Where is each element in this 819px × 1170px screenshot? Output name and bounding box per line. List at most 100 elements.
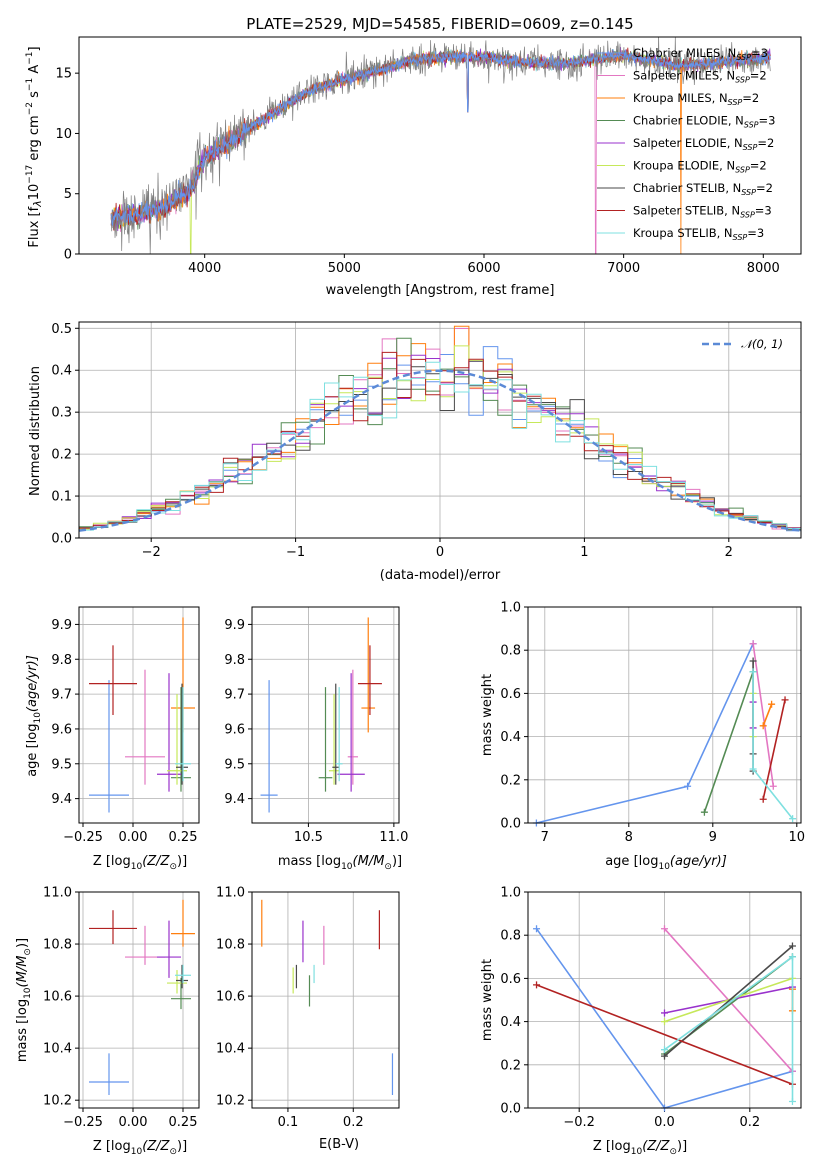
weight-marker [661,1046,668,1054]
errorbar-group [89,617,195,813]
weight-vs-metallicity-panel: −0.2 0.0 0.2 0.0 0.2 0.4 0.6 0.8 1.0 [500,886,802,1130]
y-tick-label: 9.8 [224,653,245,668]
svg-text:mass [log10(M/M⊙)]: mass [log10(M/M⊙)] [278,854,402,872]
x-tick-label: 8 [625,830,633,845]
weight-marker [749,640,757,648]
x-tick-label: −1 [286,545,305,560]
x-tick-label: 0.00 [119,1115,148,1130]
errorbar-point [167,970,187,994]
histogram-step [79,361,801,531]
y-tick-label: 9.7 [51,688,72,703]
mass-vs-metallicity-panel: −0.25 0.00 0.25 10.2 10.4 10.6 10.8 11.0 [43,886,200,1130]
errorbar-point [89,645,137,715]
spectrum-ylabel: Flux [fλ10−17 erg cm−2 s−1 A−1] [25,46,44,247]
y-tick-label: 0 [64,248,72,263]
axes-frame [78,36,802,255]
y-tick-label: 9.5 [51,757,72,772]
svg-text:Flux [fλ10−17 erg cm−2 s−1 A−1: Flux [fλ10−17 erg cm−2 s−1 A−1] [25,46,44,247]
errorbar-point [175,687,191,782]
y-tick-label: 0.2 [500,773,521,788]
axes-frame [78,891,200,1109]
x-tick-label: 0 [436,545,444,560]
y-tick-label: 0.4 [51,364,72,379]
y-tick-label: 0.6 [500,972,521,987]
y-tick-label: 9.9 [224,618,245,633]
errorbar-point [89,910,137,945]
y-tick-label: 0.2 [51,448,72,463]
errorbar-point [125,669,165,785]
errorbar-point [176,683,188,785]
errorbar-point [171,687,191,792]
weight-series-line [762,699,786,800]
spectrum-legend: Chabrier MILES, NSSP=3 Salpeter MILES, NS… [597,46,775,242]
axes-frame [78,606,200,824]
weight-marker [661,925,668,933]
legend-label: Salpeter STELIB, NSSP=3 [633,204,772,220]
y-tick-label: 10.4 [216,1042,245,1057]
mass-vs-extinction-panel: 0.1 0.2 10.2 10.4 10.6 10.8 11.0 [216,886,400,1130]
weight-series-line [536,984,793,1085]
age-vs-mass-panel: 10.5 11.0 9.4 9.5 9.6 9.7 9.8 9.9 [224,606,408,845]
x-tick-label: 2 [725,545,733,560]
weight-vs-age-panel: 7 8 9 10 0.0 0.2 0.4 0.6 0.8 1.0 [500,601,805,846]
weight-series-line [664,977,793,1023]
y-tick-label: 0.4 [500,730,521,745]
svg-text:Z [log10(Z/Z⊙)]: Z [log10(Z/Z⊙)] [593,1139,687,1157]
weight-ylabel-2: mass weight [480,959,495,1041]
weight-marker [759,795,767,803]
y-tick-label: 10.8 [43,938,72,953]
weight-series-line [762,703,773,727]
x-tick-label: −0.25 [63,830,103,845]
y-tick-label: 0.8 [500,644,521,659]
errorbar-point [89,1053,129,1095]
x-tick-label: 0.0 [654,1115,675,1130]
ebv-xlabel: E(B-V) [319,1137,359,1152]
y-tick-label: 1.0 [500,886,521,901]
weight-series-line [536,643,754,824]
y-tick-label: 11.0 [43,886,72,901]
errorbar-point [167,694,187,785]
errorbar-point [171,899,195,947]
age-ylabel: age [log10(age/yr)] [25,655,43,777]
axes-frame [527,891,802,1109]
y-tick-label: 10.8 [216,938,245,953]
x-tick-label: 10.5 [294,830,323,845]
errorbar-point [157,920,181,978]
svg-text:age [log10(age/yr)]: age [log10(age/yr)] [25,655,43,777]
errorbar-point [347,669,358,785]
z-xlabel-3: Z [log10(Z/Z⊙)] [593,1139,687,1157]
errorbar-point [361,617,376,733]
x-tick-label: 7 [541,830,549,845]
y-tick-label: 9.4 [51,792,72,807]
weight-marker [533,925,541,933]
errorbar-point [318,687,333,792]
residual-ylabel: Normed distribution [28,366,43,496]
weight-marker [661,1009,668,1017]
x-tick-label: 7000 [607,261,640,276]
y-tick-label: 0.4 [500,1015,521,1030]
y-tick-label: 11.0 [216,886,245,901]
y-tick-label: 0.8 [500,929,521,944]
x-tick-label: 10 [789,830,806,845]
errorbar-group [89,899,195,1095]
legend-label: Chabrier MILES, NSSP=3 [633,46,768,62]
axes-frame [78,321,802,539]
y-tick-label: 0.0 [500,817,521,832]
y-tick-label: 9.4 [224,792,245,807]
weight-lines [533,925,796,1112]
weight-lines [532,640,797,827]
axes-frame [527,606,802,824]
y-tick-label: 9.6 [224,722,245,737]
legend-label: Chabrier ELODIE, NSSP=3 [633,114,775,130]
x-tick-label: 8000 [747,261,780,276]
errorbar-point [328,694,340,785]
y-tick-label: 10.4 [43,1042,72,1057]
weight-marker [769,782,777,790]
x-tick-label: 0.00 [119,830,148,845]
errorbar-point [176,964,188,989]
weight-marker [533,981,541,989]
z-xlabel-1: Z [log10(Z/Z⊙)] [93,854,187,872]
y-tick-label: 15 [55,67,72,82]
y-tick-label: 5 [64,187,72,202]
